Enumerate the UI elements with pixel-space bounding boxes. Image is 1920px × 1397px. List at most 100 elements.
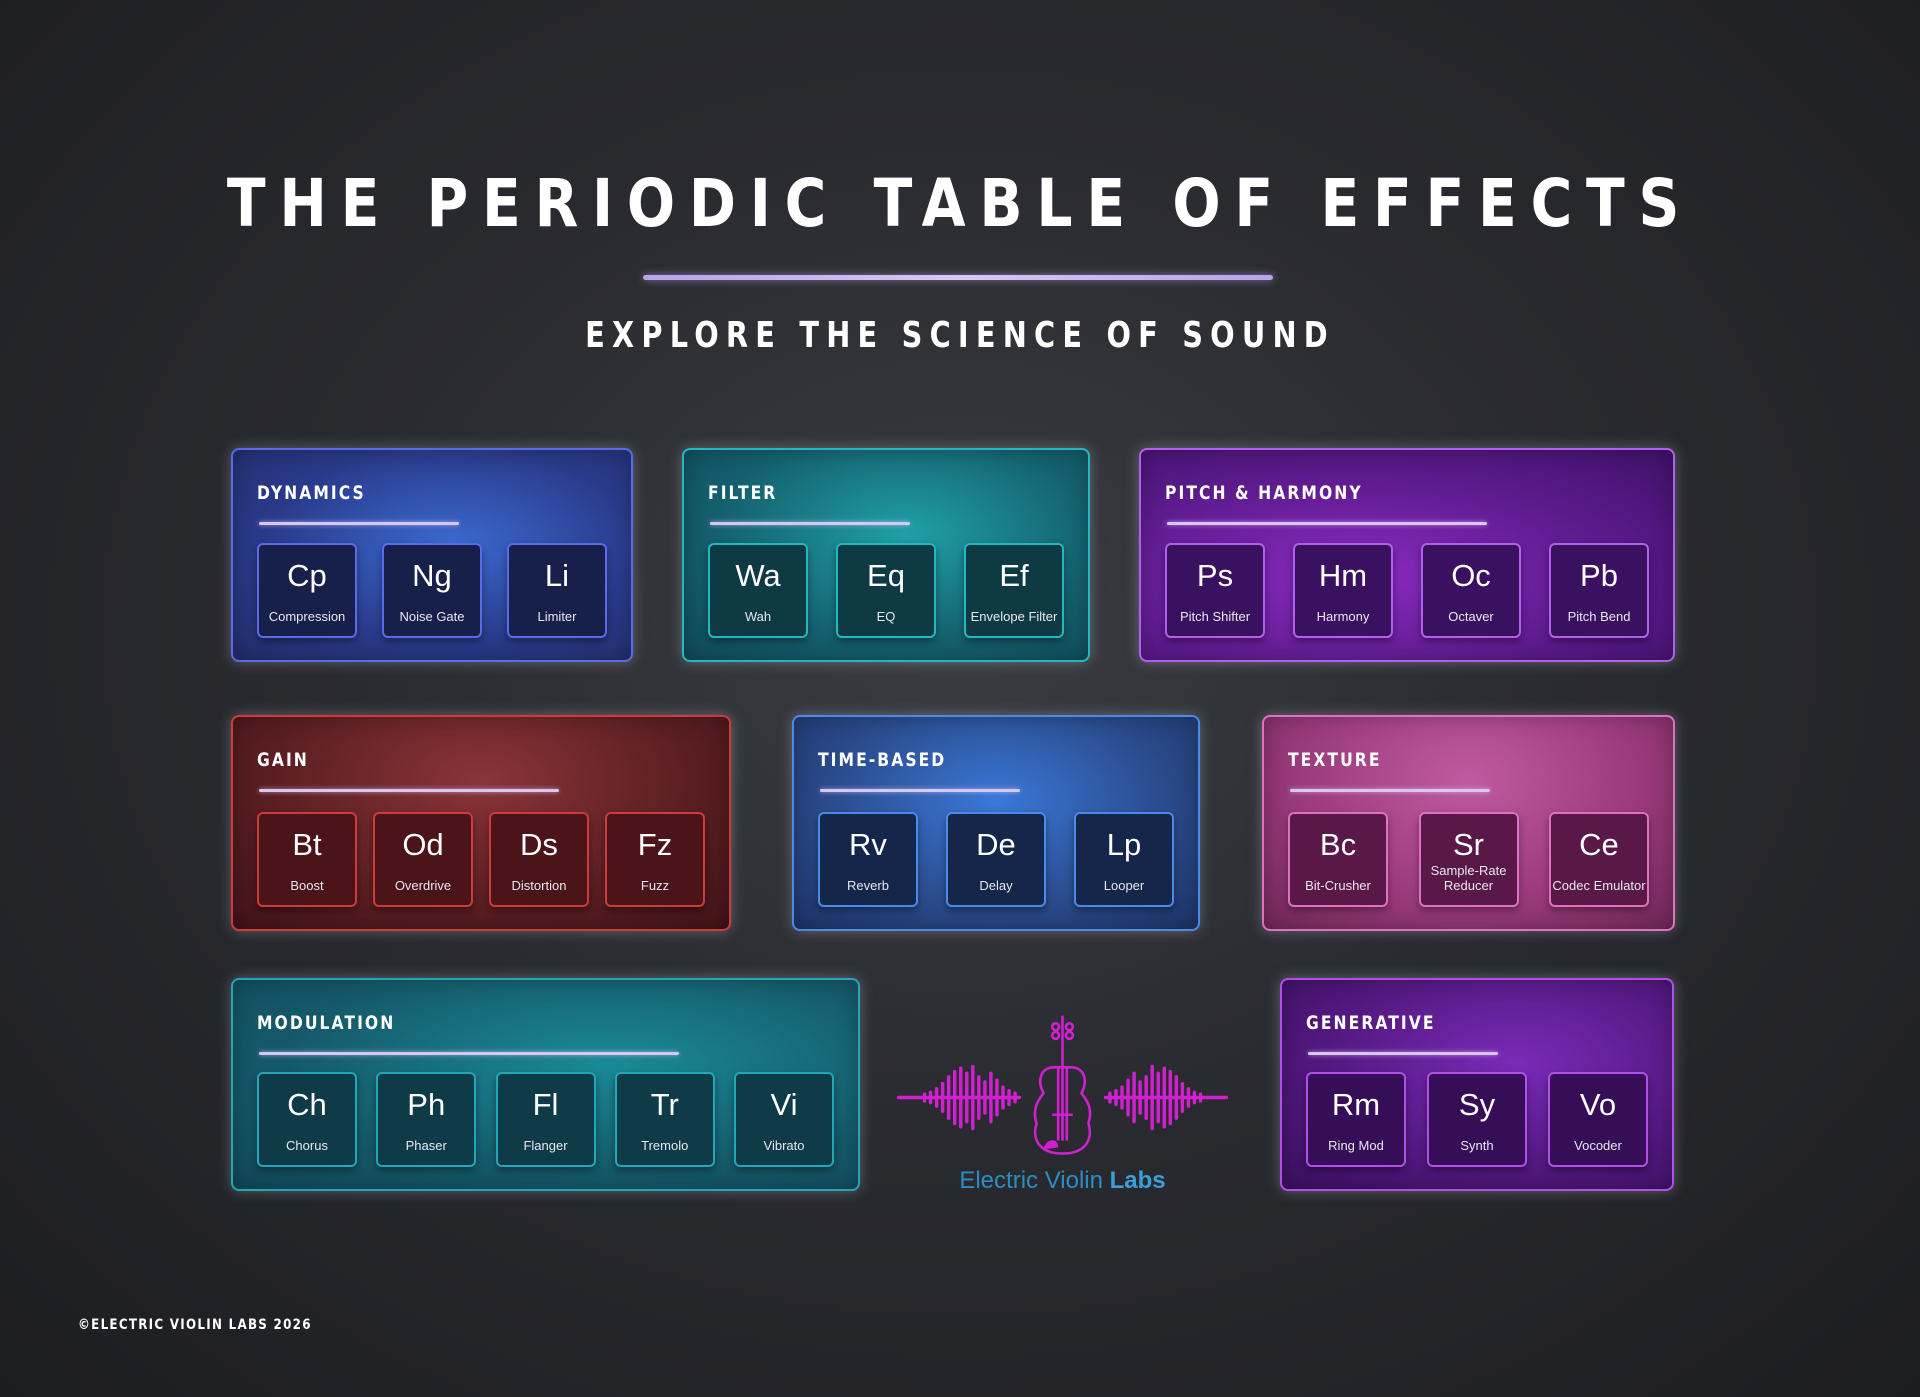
element-tile-fz[interactable]: Fz Fuzz bbox=[605, 812, 705, 907]
element-tile-wa[interactable]: Wa Wah bbox=[708, 543, 808, 638]
group-texture: TEXTURE Bc Bit-Crusher Sr Sample-Rate Reduce… bbox=[1262, 715, 1675, 931]
element-symbol: Cp bbox=[287, 558, 327, 593]
element-tile-sy[interactable]: Sy Synth bbox=[1427, 1072, 1527, 1167]
element-tile-ph[interactable]: Ph Phaser bbox=[376, 1072, 477, 1167]
group-divider bbox=[820, 789, 1020, 792]
element-symbol: Ch bbox=[287, 1087, 327, 1122]
element-tile-rv[interactable]: Rv Reverb bbox=[818, 812, 918, 907]
element-name: Pitch Bend bbox=[1567, 609, 1631, 624]
group-title: FILTER bbox=[708, 482, 778, 504]
element-name: Tremolo bbox=[641, 1138, 689, 1153]
element-name: Envelope Filter bbox=[970, 609, 1058, 624]
element-symbol: Hm bbox=[1318, 558, 1368, 593]
element-symbol: Fz bbox=[637, 827, 673, 862]
element-symbol: Ng bbox=[412, 558, 452, 593]
element-name: EQ bbox=[876, 609, 896, 624]
element-tile-ng[interactable]: Ng Noise Gate bbox=[382, 543, 482, 638]
element-symbol: Tr bbox=[650, 1087, 679, 1122]
element-symbol: Eq bbox=[867, 558, 905, 593]
group-divider bbox=[259, 1052, 679, 1055]
element-tile-eq[interactable]: Eq EQ bbox=[836, 543, 936, 638]
group-filter: FILTER Wa Wah Eq EQ Ef Envelope Filter bbox=[682, 448, 1090, 662]
element-symbol: Ce bbox=[1579, 827, 1619, 862]
element-name: Vocoder bbox=[1574, 1138, 1622, 1153]
group-dynamics: DYNAMICS Cp Compression Ng Noise Gate Li Limit… bbox=[231, 448, 633, 662]
element-symbol: Lp bbox=[1106, 827, 1142, 862]
group-divider bbox=[259, 789, 559, 792]
violin-logo-icon bbox=[896, 1015, 1229, 1155]
element-name: Fuzz bbox=[640, 878, 670, 893]
group-title: PITCH & HARMONY bbox=[1165, 482, 1363, 504]
element-name: Boost bbox=[290, 878, 324, 893]
element-name: Vibrato bbox=[763, 1138, 805, 1153]
element-symbol: Bt bbox=[292, 827, 322, 862]
group-divider bbox=[1290, 789, 1490, 792]
element-name: Wah bbox=[744, 609, 772, 624]
element-tile-hm[interactable]: Hm Harmony bbox=[1293, 543, 1393, 638]
element-symbol: Sy bbox=[1458, 1087, 1496, 1122]
element-name: Bit-Crusher bbox=[1305, 878, 1371, 893]
element-tile-rm[interactable]: Rm Ring Mod bbox=[1306, 1072, 1406, 1167]
copyright: ©ELECTRIC VIOLIN LABS 2026 bbox=[78, 1317, 312, 1333]
element-tile-fl[interactable]: Fl Flanger bbox=[495, 1072, 596, 1167]
element-name: Limiter bbox=[537, 609, 577, 624]
element-symbol: Ef bbox=[999, 558, 1029, 593]
element-symbol: Rm bbox=[1331, 1087, 1381, 1122]
element-tile-de[interactable]: De Delay bbox=[946, 812, 1046, 907]
element-tile-vi[interactable]: Vi Vibrato bbox=[734, 1072, 834, 1167]
element-symbol: Li bbox=[544, 558, 570, 593]
page-subtitle: EXPLORE THE SCIENCE OF SOUND bbox=[585, 315, 1335, 356]
element-symbol: Bc bbox=[1319, 827, 1357, 862]
element-symbol: Oc bbox=[1451, 558, 1491, 593]
element-tile-ds[interactable]: Ds Distortion bbox=[489, 812, 589, 907]
group-title: DYNAMICS bbox=[257, 482, 366, 504]
element-tile-ef[interactable]: Ef Envelope Filter bbox=[964, 543, 1064, 638]
group-title: TIME-BASED bbox=[818, 749, 947, 771]
element-tile-ce[interactable]: Ce Codec Emulator bbox=[1549, 812, 1649, 907]
group-generative: GENERATIVE Rm Ring Mod Sy Synth Vo Vocoder bbox=[1280, 978, 1674, 1191]
group-time-based: TIME-BASED Rv Reverb De Delay Lp Looper bbox=[792, 715, 1200, 931]
element-name: Synth bbox=[1460, 1138, 1494, 1153]
element-tile-ps[interactable]: Ps Pitch Shifter bbox=[1165, 543, 1265, 638]
group-modulation: MODULATION Ch Chorus Ph Phaser Fl Flanger Tr Tre… bbox=[231, 978, 860, 1191]
element-tile-ch[interactable]: Ch Chorus bbox=[257, 1072, 357, 1167]
element-name: Flanger bbox=[523, 1138, 568, 1153]
element-symbol: De bbox=[976, 827, 1016, 862]
element-tile-li[interactable]: Li Limiter bbox=[507, 543, 607, 638]
element-tile-tr[interactable]: Tr Tremolo bbox=[614, 1072, 715, 1167]
element-tile-oc[interactable]: Oc Octaver bbox=[1421, 543, 1521, 638]
element-symbol: Ds bbox=[520, 827, 558, 862]
element-tile-sr[interactable]: Sr Sample-Rate Reducer bbox=[1418, 812, 1519, 907]
element-name: Chorus bbox=[286, 1138, 328, 1153]
element-symbol: Pb bbox=[1580, 558, 1618, 593]
element-name: Overdrive bbox=[394, 878, 452, 893]
element-name: Reverb bbox=[847, 878, 889, 893]
page-title: THE PERIODIC TABLE OF EFFECTS bbox=[226, 165, 1694, 242]
element-name: Harmony bbox=[1316, 609, 1370, 624]
element-tile-bt[interactable]: Bt Boost bbox=[257, 812, 357, 907]
element-symbol: Vi bbox=[770, 1087, 798, 1122]
element-name: Noise Gate bbox=[399, 609, 465, 624]
element-tile-od[interactable]: Od Overdrive bbox=[373, 812, 473, 907]
element-name: Phaser bbox=[405, 1138, 447, 1153]
element-tile-bc[interactable]: Bc Bit-Crusher bbox=[1288, 812, 1388, 907]
logo-text: Electric Violin bbox=[959, 1167, 1110, 1194]
group-title: TEXTURE bbox=[1288, 749, 1382, 771]
element-name: Ring Mod bbox=[1328, 1138, 1384, 1153]
group-title: MODULATION bbox=[257, 1012, 396, 1034]
group-gain: GAIN Bt Boost Od Overdrive Ds Distortion Fz Fuzz bbox=[231, 715, 731, 931]
element-name: Sample-Rate Reducer bbox=[1430, 863, 1507, 893]
logo-text-bold: Labs bbox=[1109, 1167, 1166, 1194]
group-divider bbox=[259, 522, 459, 525]
element-tile-lp[interactable]: Lp Looper bbox=[1074, 812, 1174, 907]
element-symbol: Fl bbox=[532, 1087, 559, 1122]
group-title: GENERATIVE bbox=[1306, 1012, 1436, 1034]
element-symbol: Rv bbox=[849, 827, 887, 862]
element-tile-cp[interactable]: Cp Compression bbox=[257, 543, 357, 638]
logo-wordmark: Electric Violin Labs bbox=[890, 1167, 1235, 1195]
element-symbol: Ph bbox=[407, 1087, 446, 1122]
element-tile-pb[interactable]: Pb Pitch Bend bbox=[1549, 543, 1649, 638]
element-name: Codec Emulator bbox=[1552, 878, 1646, 893]
group-divider bbox=[1167, 522, 1487, 525]
element-tile-vo[interactable]: Vo Vocoder bbox=[1548, 1072, 1648, 1167]
